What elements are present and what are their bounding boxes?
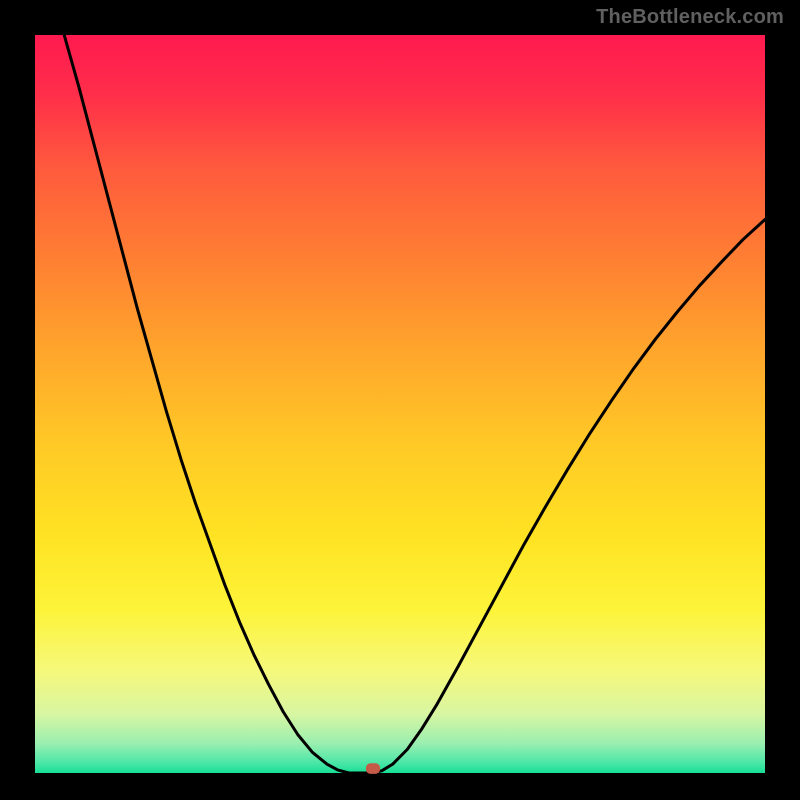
chart-svg [0,0,800,800]
bottleneck-chart: TheBottleneck.com [0,0,800,800]
watermark-text: TheBottleneck.com [596,6,784,29]
optimal-point-marker [366,764,379,774]
chart-background [35,35,765,773]
